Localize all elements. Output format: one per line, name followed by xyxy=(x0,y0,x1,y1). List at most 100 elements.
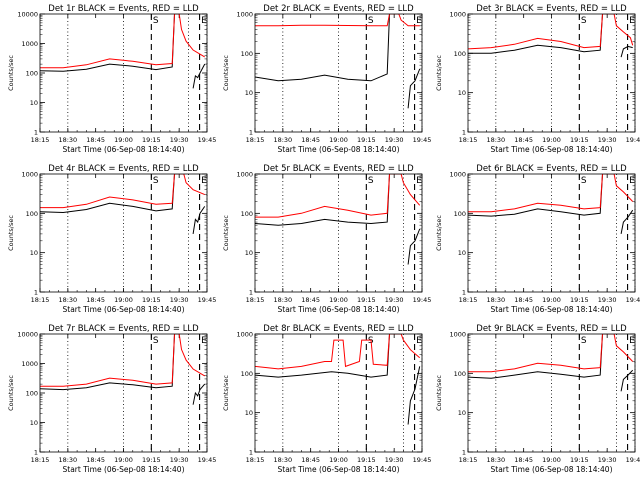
marker-label: E xyxy=(201,176,207,186)
x-tick-label: 18:45 xyxy=(514,296,533,304)
chart-panel: Det 4r BLACK = Events, RED = LLD Counts/s… xyxy=(7,164,216,314)
series-group xyxy=(255,174,421,265)
x-tick-label: 19:15 xyxy=(570,296,589,304)
x-tick-label: 18:30 xyxy=(58,296,77,304)
y-tick-label: 1 xyxy=(462,449,466,457)
marker-label: E xyxy=(201,336,207,346)
series-line-events xyxy=(40,14,175,72)
y-tick-label: 10000 xyxy=(17,11,38,19)
x-tick-label: 18:30 xyxy=(486,296,505,304)
marker-label: E xyxy=(416,16,422,26)
series-line-events xyxy=(407,366,421,425)
y-tick-label: 1 xyxy=(249,129,253,137)
y-tick-label: 1000 xyxy=(236,11,253,19)
y-tick-label: 1 xyxy=(34,129,38,137)
y-tick-label: 100 xyxy=(454,50,466,58)
chart-title: Det 8r BLACK = Events, RED = LLD xyxy=(263,324,414,334)
x-tick-label: 19:30 xyxy=(170,136,189,144)
x-tick-label: 19:15 xyxy=(357,136,376,144)
series-line-lld xyxy=(255,174,421,218)
y-axis-label: Counts/sec xyxy=(7,375,15,411)
y-tick-label: 10 xyxy=(30,99,38,107)
series-group xyxy=(468,174,634,234)
chart-panel: Det 3r BLACK = Events, RED = LLD Counts/s… xyxy=(435,4,640,154)
x-axis-label: Start Time (06-Sep-08 18:14:40) xyxy=(63,465,185,474)
y-tick-label: 100 xyxy=(241,210,253,218)
x-tick-label: 19:00 xyxy=(329,136,348,144)
chart-title: Det 2r BLACK = Events, RED = LLD xyxy=(263,4,414,14)
series-line-lld xyxy=(468,174,634,213)
x-tick-label: 18:45 xyxy=(301,136,320,144)
x-tick-label: 18:45 xyxy=(514,136,533,144)
y-tick-label: 10 xyxy=(30,419,38,427)
plot-frame xyxy=(254,333,423,453)
series-line-lld xyxy=(468,334,634,373)
series-line-events xyxy=(468,14,603,54)
x-tick-label: 19:30 xyxy=(598,296,617,304)
x-tick-label: 18:15 xyxy=(31,136,50,144)
y-axis-label: Counts/sec xyxy=(222,215,230,251)
marker-label: S xyxy=(581,176,587,186)
series-line-lld xyxy=(40,174,205,209)
y-tick-label: 10000 xyxy=(17,331,38,339)
x-tick-label: 19:30 xyxy=(385,136,404,144)
x-tick-label: 18:45 xyxy=(86,296,105,304)
x-tick-label: 19:00 xyxy=(542,456,561,464)
y-tick-label: 100 xyxy=(454,370,466,378)
y-tick-label: 1 xyxy=(34,449,38,457)
y-axis-label: Counts/sec xyxy=(435,55,443,91)
x-tick-label: 19:00 xyxy=(329,296,348,304)
x-tick-label: 18:45 xyxy=(86,136,105,144)
y-tick-label: 100 xyxy=(241,370,253,378)
y-tick-label: 10 xyxy=(458,249,466,257)
x-axis-label: Start Time (06-Sep-08 18:14:40) xyxy=(491,465,613,474)
marker-label: S xyxy=(153,16,159,26)
series-line-events xyxy=(407,68,421,109)
marker-label: E xyxy=(201,16,207,26)
x-tick-label: 18:45 xyxy=(514,456,533,464)
series-line-events xyxy=(192,206,206,234)
series-group xyxy=(40,14,206,89)
marker-label: S xyxy=(581,16,587,26)
x-tick-label: 18:45 xyxy=(301,456,320,464)
x-tick-label: 18:15 xyxy=(246,456,265,464)
series-line-events xyxy=(192,383,206,405)
x-tick-label: 19:30 xyxy=(170,296,189,304)
y-axis-label: Counts/sec xyxy=(7,215,15,251)
x-tick-label: 19:00 xyxy=(114,456,133,464)
x-tick-label: 19:30 xyxy=(598,136,617,144)
x-tick-label: 19:45 xyxy=(413,136,432,144)
series-line-events xyxy=(407,228,421,265)
y-tick-label: 1 xyxy=(462,129,466,137)
series-line-events xyxy=(255,334,390,378)
y-tick-label: 1000 xyxy=(449,171,466,179)
x-tick-label: 19:15 xyxy=(357,456,376,464)
chart-panel: Det 6r BLACK = Events, RED = LLD Counts/s… xyxy=(435,164,640,314)
marker-label: E xyxy=(416,336,422,346)
y-tick-label: 10 xyxy=(245,409,253,417)
marker-label: S xyxy=(368,16,374,26)
series-group xyxy=(40,334,206,405)
x-tick-label: 19:45 xyxy=(198,456,217,464)
y-axis-label: Counts/sec xyxy=(7,55,15,91)
series-group xyxy=(468,14,634,58)
series-group xyxy=(255,334,421,425)
x-tick-label: 19:30 xyxy=(170,456,189,464)
x-tick-label: 18:15 xyxy=(31,456,50,464)
chart-title: Det 1r BLACK = Events, RED = LLD xyxy=(48,4,199,14)
x-tick-label: 19:00 xyxy=(542,136,561,144)
plot-frame xyxy=(467,13,636,133)
y-tick-label: 1 xyxy=(34,289,38,297)
chart-title: Det 4r BLACK = Events, RED = LLD xyxy=(48,164,199,174)
plot-frame xyxy=(254,13,423,133)
x-tick-label: 19:30 xyxy=(385,296,404,304)
x-tick-label: 18:45 xyxy=(301,296,320,304)
x-tick-label: 19:15 xyxy=(142,296,161,304)
series-line-events xyxy=(40,174,175,214)
y-axis-label: Counts/sec xyxy=(435,215,443,251)
x-tick-label: 18:30 xyxy=(486,136,505,144)
marker-label: E xyxy=(629,176,635,186)
y-tick-label: 10 xyxy=(458,409,466,417)
series-line-lld xyxy=(255,14,420,27)
